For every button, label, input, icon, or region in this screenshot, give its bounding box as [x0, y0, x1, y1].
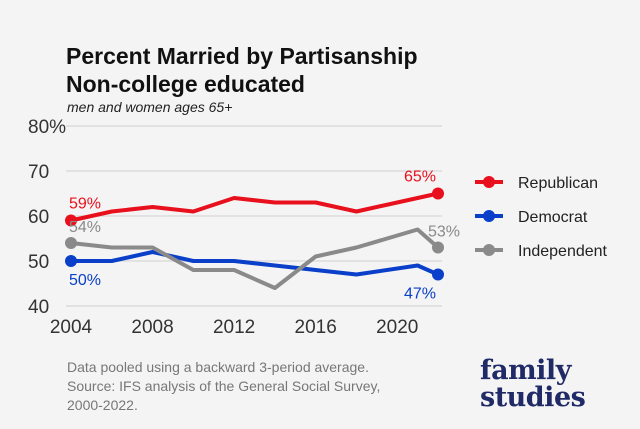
series-line-independent	[70, 227, 440, 290]
legend-label: Democrat	[518, 209, 588, 226]
end-data-label: 47%	[404, 286, 436, 303]
start-data-label: 50%	[69, 272, 101, 289]
chart-subtitle: men and women ages 65+	[67, 99, 233, 115]
x-tick-label: 2012	[213, 317, 255, 338]
chart-title: Percent Married by Partisanship	[66, 43, 418, 69]
end-data-label: 65%	[404, 169, 436, 186]
x-tick-label: 2004	[50, 317, 93, 338]
family-studies-logo: family studies	[480, 355, 586, 413]
x-tick-label: 2008	[131, 317, 173, 338]
start-point	[65, 214, 77, 227]
series-line-republican	[70, 191, 439, 223]
start-data-label: 54%	[69, 219, 101, 236]
end-point	[432, 241, 444, 254]
x-tick-label: 2020	[376, 317, 418, 338]
y-tick-label: 60	[28, 207, 49, 228]
source-note: Data pooled using a backward 3-period av…	[67, 358, 380, 415]
end-point	[432, 187, 444, 200]
legend-marker	[483, 176, 495, 188]
y-tick-label: 40	[28, 297, 49, 318]
y-tick-label: 50	[28, 252, 49, 273]
end-data-label: 53%	[428, 224, 460, 241]
legend-marker	[483, 210, 495, 222]
chart-title-line2: Non-college educated	[66, 71, 305, 97]
end-point	[432, 268, 444, 281]
y-tick-label: 80%	[28, 117, 66, 138]
legend-marker	[483, 244, 495, 256]
note-line: 2000-2022.	[67, 397, 138, 413]
start-point	[65, 255, 77, 267]
y-tick-label: 70	[28, 162, 49, 183]
legend-label: Independent	[518, 243, 608, 260]
start-point	[65, 237, 77, 249]
series-line-democrat	[71, 250, 439, 277]
logo-text: family	[480, 355, 571, 386]
x-tick-label: 2016	[295, 317, 337, 338]
note-line: Data pooled using a backward 3-period av…	[67, 359, 369, 375]
start-data-label: 59%	[69, 196, 101, 213]
logo-text: studies	[480, 382, 586, 413]
note-line: Source: IFS analysis of the General Soci…	[67, 378, 381, 394]
legend-label: Republican	[518, 175, 598, 192]
